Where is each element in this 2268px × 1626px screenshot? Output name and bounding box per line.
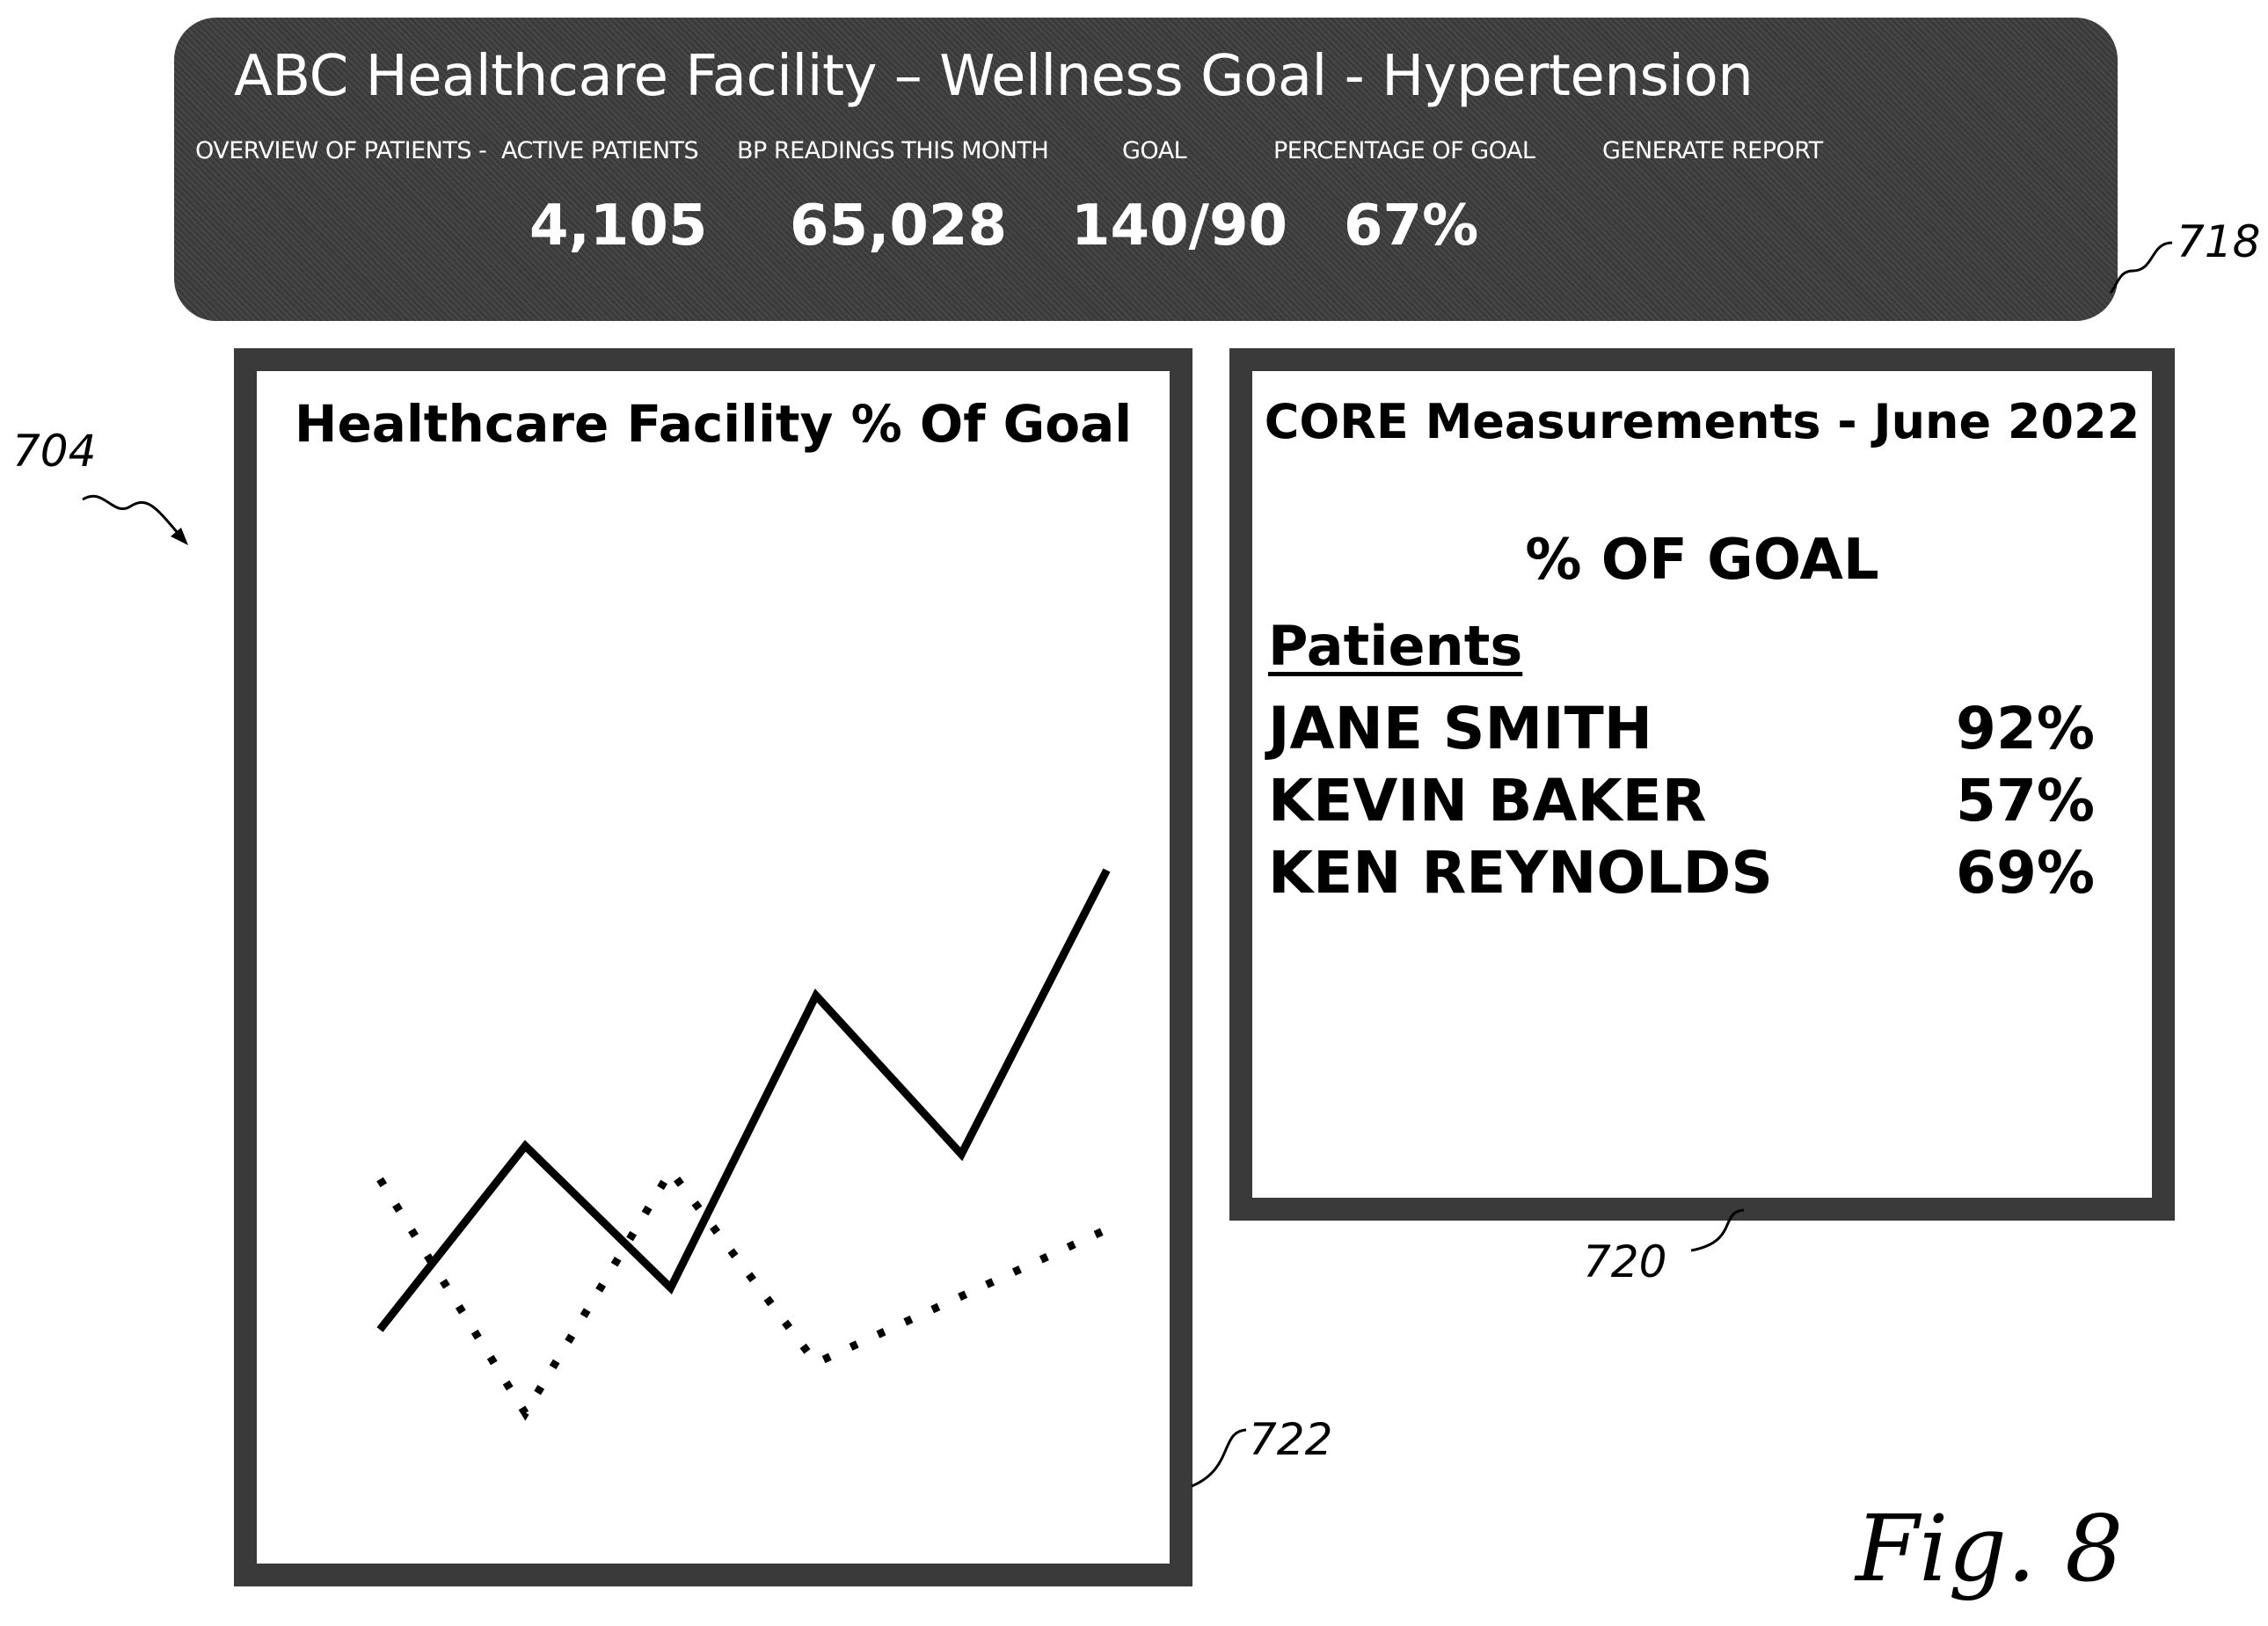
patients-header: Patients	[1268, 614, 1523, 678]
patient-name: JANE SMITH	[1268, 695, 1652, 762]
chart-title: Healthcare Facility % Of Goal	[294, 394, 1133, 454]
patient-row[interactable]: KEN REYNOLDS 69%	[1268, 839, 2095, 909]
active-patients-value: 4,105	[529, 193, 708, 259]
goal-value: 140/90	[1071, 193, 1288, 259]
generate-report-button[interactable]: GENERATE REPORT	[1602, 137, 1823, 164]
patient-row[interactable]: KEVIN BAKER 57%	[1268, 767, 2095, 837]
ref-720-leader	[1690, 1208, 1745, 1252]
ref-720: 720	[1583, 1236, 1667, 1287]
bp-readings-label: BP READINGS THIS MONTH	[737, 137, 1049, 164]
page-title: ABC Healthcare Facility – Wellness Goal …	[234, 44, 1754, 109]
facility-goal-chart-panel: Healthcare Facility % Of Goal	[234, 348, 1192, 1586]
patient-pct: 57%	[1956, 767, 2095, 835]
percentage-of-goal-value: 67%	[1344, 193, 1479, 259]
patient-pct: 69%	[1956, 839, 2095, 907]
active-patients-label: ACTIVE PATIENTS	[501, 137, 699, 164]
goal-label: GOAL	[1122, 137, 1187, 164]
core-measurements-panel: CORE Measurements - June 2022 % OF GOAL …	[1229, 348, 2175, 1221]
core-title: CORE Measurements - June 2022	[1264, 394, 2140, 449]
figure-label: Fig. 8	[1856, 1495, 2124, 1602]
ref-722: 722	[1249, 1414, 1333, 1465]
patient-row[interactable]: JANE SMITH 92%	[1268, 695, 2095, 765]
dashboard-header: ABC Healthcare Facility – Wellness Goal …	[174, 18, 2118, 321]
ref-704: 704	[12, 426, 97, 477]
ref-718: 718	[2177, 216, 2261, 267]
ref-704-arrow	[82, 494, 188, 545]
patient-name: KEN REYNOLDS	[1268, 839, 1773, 907]
ref-722-leader	[1191, 1428, 1247, 1488]
patient-pct: 92%	[1956, 695, 2095, 762]
solid-series-line	[376, 868, 1111, 1332]
dotted-series-line	[376, 1163, 1109, 1421]
percentage-of-goal-label: PERCENTAGE OF GOAL	[1273, 137, 1535, 164]
overview-label: OVERVIEW OF PATIENTS -	[195, 137, 487, 164]
core-subtitle: % OF GOAL	[1525, 528, 1879, 593]
bp-readings-value: 65,028	[790, 193, 1007, 259]
patient-name: KEVIN BAKER	[1268, 767, 1707, 835]
ref-718-leader	[2109, 241, 2173, 294]
facility-goal-chart	[376, 868, 1111, 1421]
